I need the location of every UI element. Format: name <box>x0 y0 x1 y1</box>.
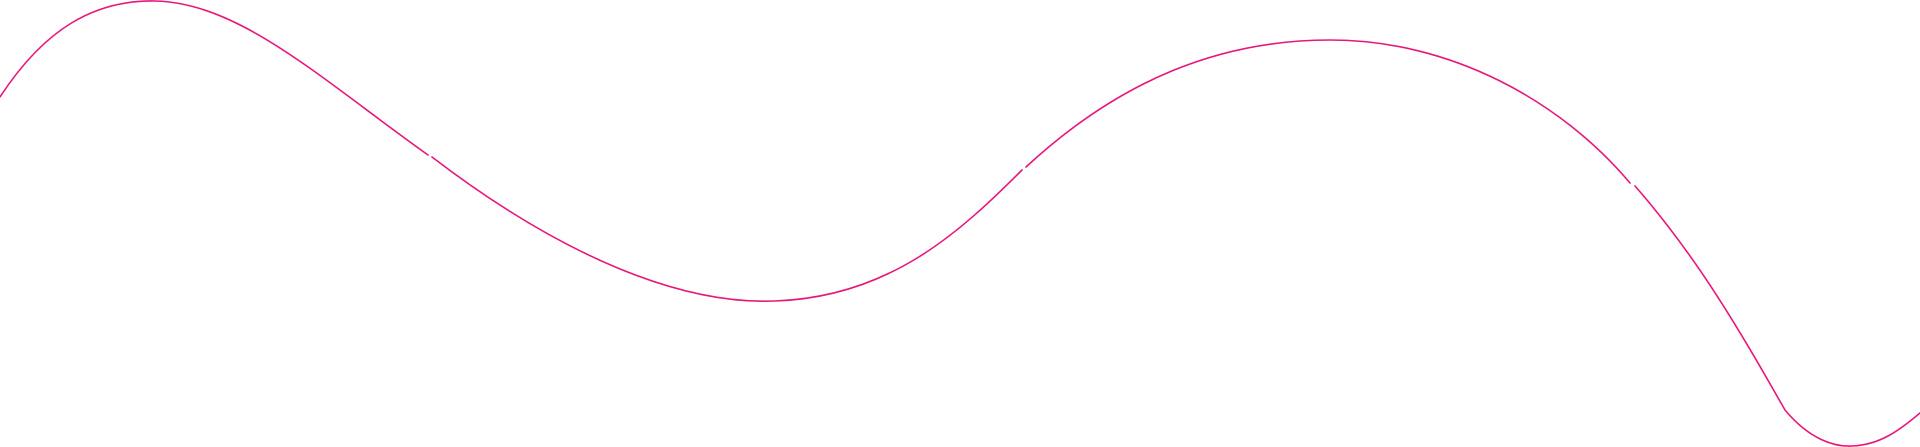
wave-segment-3 <box>1025 39 1631 184</box>
wave-segment-4 <box>1634 185 1920 447</box>
wave-segment-2 <box>431 156 1023 302</box>
wave-segment-1 <box>0 0 429 156</box>
